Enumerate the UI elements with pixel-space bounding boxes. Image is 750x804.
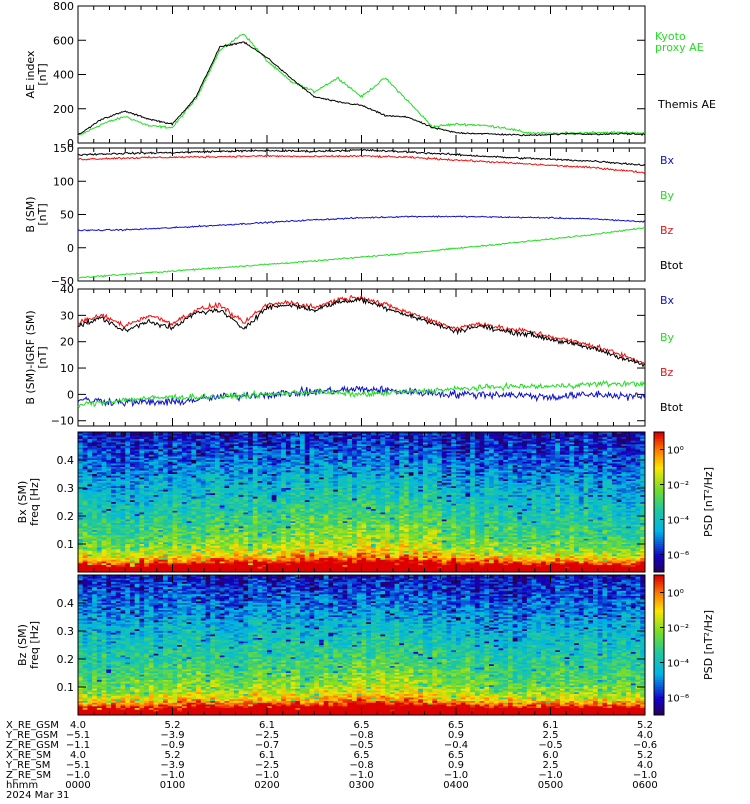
panel3-yunit: [nT] (36, 346, 49, 368)
panel3-legend-bx: Bx (660, 294, 675, 307)
panel1-legend-kyoto-proxy-ae: proxy AE (655, 41, 704, 54)
panel3-frame (78, 289, 645, 426)
panel2-legend-btot: Btot (660, 259, 684, 272)
panel2-legend-by: By (660, 189, 675, 202)
panel3-ytick-label: 40 (60, 283, 74, 296)
panel2-ytick-label: 0 (67, 242, 74, 255)
panel2-ytick-label: 150 (53, 142, 74, 155)
panel2-ytick-label: 100 (53, 175, 74, 188)
panel3-ytick-label: 30 (60, 309, 74, 322)
panel1-ytick-label: 400 (53, 69, 74, 82)
panel3-ytick-label: 10 (60, 362, 74, 375)
panel2-legend-bx: Bx (660, 154, 675, 167)
panel2-legend-bz: Bz (660, 224, 674, 237)
panel3-legend-bz: Bz (660, 366, 674, 379)
panel3-legend-by: By (660, 331, 675, 344)
panel2-frame (78, 148, 645, 281)
panel4-spectrogram (78, 432, 645, 572)
panel3-ytick-label: −10 (51, 415, 74, 428)
panel2-ytick-label: 50 (60, 209, 74, 222)
panel3-ytick-label: 0 (67, 388, 74, 401)
panel2-yunit: [nT] (36, 203, 49, 225)
panel1-ytick-label: 800 (53, 0, 74, 13)
panel3-legend-btot: Btot (660, 401, 684, 414)
panel1-ytick-label: 600 (53, 34, 74, 47)
panel1-ytick-label: 200 (53, 103, 74, 116)
panel1-yunit: [nT] (36, 63, 49, 85)
panel3-ytick-label: 20 (60, 336, 74, 349)
panel1-legend-themis-ae: Themis AE (657, 98, 716, 111)
